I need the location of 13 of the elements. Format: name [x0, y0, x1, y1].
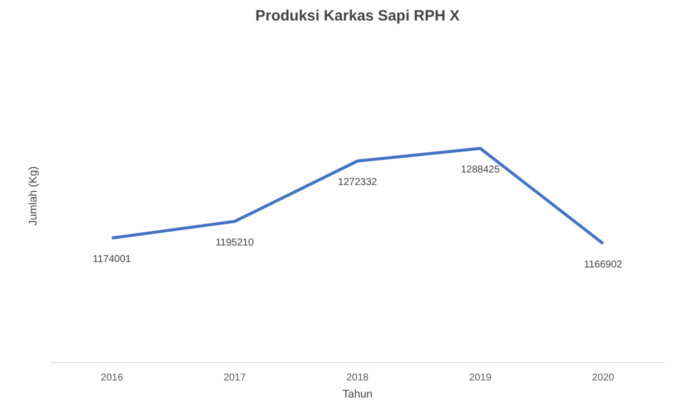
data-label: 1166902 — [584, 260, 623, 271]
x-tick-label: 2020 — [592, 372, 615, 384]
chart-title: Produksi Karkas Sapi RPH X — [255, 8, 460, 24]
data-label: 1174001 — [92, 254, 132, 266]
data-label: 1272332 — [338, 177, 378, 188]
data-label: 1288425 — [460, 164, 500, 176]
x-tick-label: 2018 — [346, 372, 370, 384]
x-tick-label: 2019 — [469, 372, 492, 384]
x-tick-label: 2017 — [224, 372, 246, 384]
data-label: 1195210 — [216, 237, 254, 248]
x-tick-label: 2016 — [100, 372, 124, 384]
y-axis-title: Jumlah (Kg) — [28, 166, 40, 226]
x-axis-title: Tahun — [342, 388, 372, 400]
